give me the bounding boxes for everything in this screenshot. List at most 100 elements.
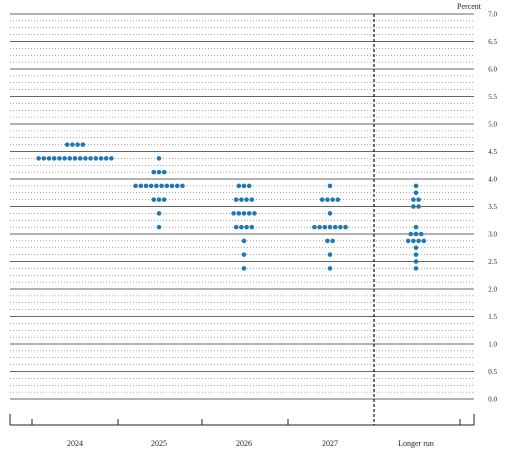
participant-dot (169, 183, 175, 189)
y-tick-label: 6.0 (488, 66, 497, 74)
y-tick-label: 0.0 (488, 396, 497, 404)
y-tick-label: 2.5 (488, 258, 497, 266)
participant-dot (93, 156, 99, 161)
participant-dot (244, 224, 249, 230)
y-tick-label: 1.0 (488, 341, 497, 349)
participant-dot (239, 224, 244, 230)
participant-dot (418, 231, 424, 237)
participant-dot (51, 156, 57, 161)
participant-dot (180, 183, 185, 189)
participant-dot (233, 197, 239, 202)
participant-dot (249, 197, 255, 202)
participant-dot (327, 224, 333, 230)
y-tick-label: 4.5 (488, 148, 497, 156)
participant-dot (164, 183, 170, 189)
participant-dot (77, 156, 83, 161)
participant-dot (413, 245, 419, 251)
participant-dot (411, 204, 416, 209)
participant-dot (174, 183, 180, 189)
participant-dot (241, 266, 247, 271)
participant-dot (330, 197, 335, 202)
participant-dot (46, 156, 52, 161)
participant-dot (72, 156, 78, 161)
participant-dot (156, 224, 162, 230)
participant-dot (332, 224, 338, 230)
axes (9, 14, 475, 426)
y-tick-label: 5.5 (488, 93, 497, 101)
participant-dot (246, 211, 252, 216)
participant-dot (413, 266, 419, 271)
participant-dot (138, 183, 144, 189)
participant-dot (246, 183, 252, 189)
participant-dot (159, 183, 164, 189)
participant-dot (325, 197, 330, 202)
axis-labels: Percent 0.0 0.5 1.0 1.5 2.0 2.5 3.0 3.5 4.0 4.5 5.… (67, 2, 498, 448)
participant-dot (413, 190, 419, 196)
x-category-label: 2024 (67, 439, 83, 448)
y-tick-label: 2.0 (488, 286, 497, 294)
participant-dot (161, 197, 167, 202)
participant-dot (319, 197, 325, 202)
participant-dot (57, 156, 62, 161)
participant-dot (236, 183, 242, 189)
y-tick-label: 3.5 (488, 203, 497, 211)
participant-dot (343, 224, 348, 230)
participant-dot (154, 183, 159, 189)
participant-dot (244, 197, 249, 202)
participant-dot (156, 197, 162, 202)
participant-dot (252, 211, 257, 216)
x-category-label: 2026 (236, 439, 252, 448)
participant-dot (312, 224, 317, 230)
y-tick-label: 6.5 (488, 38, 497, 46)
x-category-label: 2025 (151, 439, 167, 448)
participant-dot (161, 169, 167, 175)
participant-dot (413, 183, 419, 189)
participant-dot (70, 142, 75, 147)
participant-dot (317, 224, 322, 230)
x-category-label: Longer run (398, 439, 434, 448)
participant-dot (335, 197, 341, 202)
participant-dot (148, 183, 154, 189)
participant-dot (411, 197, 416, 202)
participant-dot (41, 156, 47, 161)
grid-lines (10, 13, 474, 400)
participant-dot (143, 183, 149, 189)
participant-dot (338, 224, 343, 230)
participant-dot (75, 142, 80, 147)
x-category-label: 2027 (322, 439, 338, 448)
participant-dot (151, 169, 157, 175)
participant-dot (231, 211, 236, 216)
participant-dot (156, 156, 162, 161)
y-tick-label: 4.0 (488, 176, 497, 184)
participant-dot (36, 156, 41, 161)
participant-dot (416, 197, 421, 202)
participant-dot (411, 238, 416, 244)
participant-dot (83, 156, 88, 161)
participant-dot (151, 197, 157, 202)
participant-dot (413, 231, 419, 237)
unit-label: Percent (457, 2, 482, 11)
participant-dot (325, 238, 330, 244)
participant-dot (416, 238, 421, 244)
participant-dot (156, 169, 162, 175)
participant-dot (241, 183, 247, 189)
participant-dot (239, 197, 244, 202)
participant-dot (67, 156, 73, 161)
participant-dot (88, 156, 93, 161)
dots (36, 142, 427, 271)
y-tick-label: 3.0 (488, 231, 497, 239)
participant-dot (413, 252, 419, 257)
participant-dot (133, 183, 138, 189)
participant-dot (413, 259, 419, 264)
participant-dot (327, 211, 333, 216)
participant-dot (80, 142, 86, 147)
participant-dot (241, 252, 247, 257)
y-tick-label: 1.5 (488, 313, 497, 321)
participant-dot (413, 224, 419, 230)
participant-dot (156, 211, 162, 216)
participant-dot (241, 238, 247, 244)
participant-dot (109, 156, 114, 161)
participant-dot (62, 156, 67, 161)
participant-dot (233, 224, 239, 230)
